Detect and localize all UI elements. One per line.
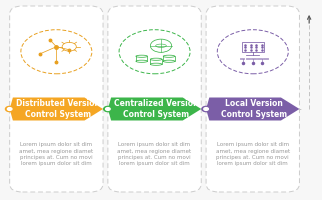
FancyBboxPatch shape xyxy=(206,6,299,192)
Polygon shape xyxy=(10,97,103,120)
Text: Distributed Version
Control System: Distributed Version Control System xyxy=(16,99,100,119)
Text: Lorem ipsum dolor sit dim
amet, mea regione diamet
principes at. Cum no movi
lor: Lorem ipsum dolor sit dim amet, mea regi… xyxy=(118,142,192,166)
Polygon shape xyxy=(206,97,299,120)
FancyBboxPatch shape xyxy=(108,6,201,192)
Text: Local Version
Control System: Local Version Control System xyxy=(221,99,288,119)
Text: Lorem ipsum dolor sit dim
amet, mea regione diamet
principes at. Cum no movi
lor: Lorem ipsum dolor sit dim amet, mea regi… xyxy=(216,142,290,166)
Polygon shape xyxy=(108,97,201,120)
Circle shape xyxy=(204,108,208,110)
Circle shape xyxy=(104,106,112,112)
Text: Centralized Version
Control System: Centralized Version Control System xyxy=(114,99,198,119)
Circle shape xyxy=(106,108,110,110)
Text: Lorem ipsum dolor sit dim
amet, mea regione diamet
principes at. Cum no movi
lor: Lorem ipsum dolor sit dim amet, mea regi… xyxy=(19,142,93,166)
Circle shape xyxy=(202,106,210,112)
FancyBboxPatch shape xyxy=(10,6,103,192)
Circle shape xyxy=(7,108,12,110)
Circle shape xyxy=(5,106,14,112)
